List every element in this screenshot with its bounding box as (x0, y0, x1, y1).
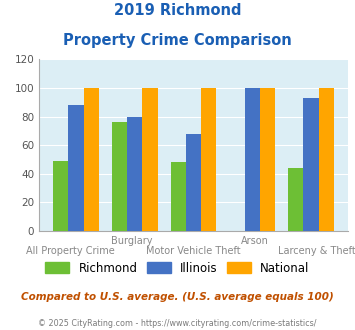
Text: Larceny & Theft: Larceny & Theft (278, 246, 355, 256)
Text: Compared to U.S. average. (U.S. average equals 100): Compared to U.S. average. (U.S. average … (21, 292, 334, 302)
Bar (142, 88, 158, 231)
Bar (303, 98, 318, 231)
Bar (288, 168, 303, 231)
Text: Property Crime Comparison: Property Crime Comparison (63, 33, 292, 48)
Bar (127, 116, 142, 231)
Bar (112, 122, 127, 231)
Text: Burglary: Burglary (111, 236, 152, 246)
Text: Motor Vehicle Theft: Motor Vehicle Theft (146, 246, 241, 256)
Bar (69, 105, 84, 231)
Text: Arson: Arson (241, 236, 269, 246)
Bar (170, 162, 186, 231)
Text: All Property Crime: All Property Crime (26, 246, 114, 256)
Bar (84, 88, 99, 231)
Bar (318, 88, 334, 231)
Bar (245, 88, 260, 231)
Text: © 2025 CityRating.com - https://www.cityrating.com/crime-statistics/: © 2025 CityRating.com - https://www.city… (38, 319, 317, 328)
Legend: Richmond, Illinois, National: Richmond, Illinois, National (45, 262, 310, 275)
Bar (53, 161, 69, 231)
Bar (201, 88, 217, 231)
Text: 2019 Richmond: 2019 Richmond (114, 3, 241, 18)
Bar (260, 88, 275, 231)
Bar (186, 134, 201, 231)
